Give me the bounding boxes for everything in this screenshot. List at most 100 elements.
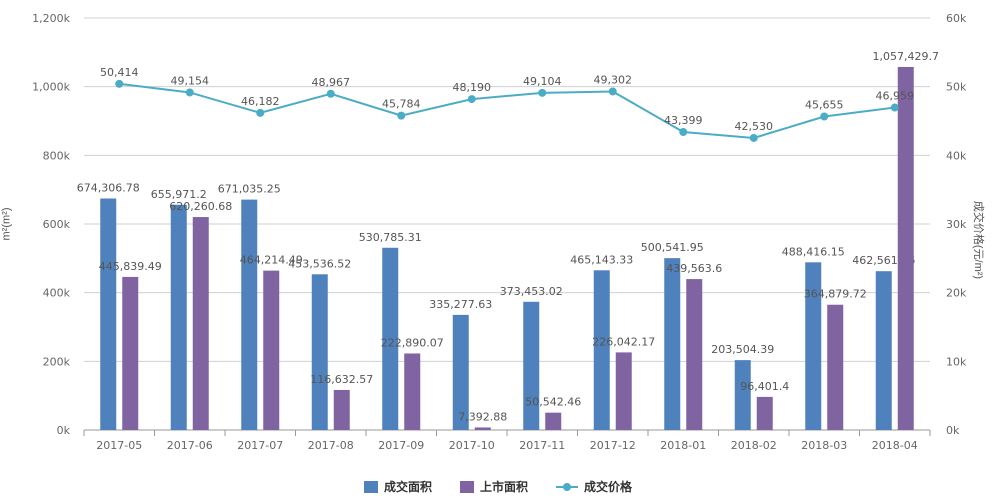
- bar-deal-area: [170, 204, 187, 430]
- y2-tick-label: 0k: [946, 424, 960, 437]
- data-label: 674,306.78: [77, 181, 140, 194]
- legend-swatch: [363, 480, 378, 493]
- bar-listed-area: [122, 276, 139, 430]
- data-label: 48,967: [312, 76, 351, 89]
- price-point: [538, 88, 547, 97]
- data-label: 335,277.63: [429, 298, 492, 311]
- price-point: [749, 133, 758, 142]
- data-label: 46,959: [876, 90, 915, 103]
- bar-listed-area: [827, 304, 844, 430]
- data-label: 445,839.49: [99, 260, 162, 273]
- bar-listed-area: [333, 389, 350, 430]
- price-point: [185, 88, 194, 97]
- data-label: 453,536.52: [288, 257, 351, 270]
- price-line: [119, 82, 895, 139]
- y-tick-label: 1,200k: [32, 12, 70, 25]
- legend-swatch: [459, 480, 474, 493]
- data-label: 500,541.95: [641, 241, 704, 254]
- legend: 成交面积 上市面积 成交价格: [0, 478, 996, 495]
- data-label: 42,530: [735, 120, 774, 133]
- y-tick-label: 800k: [43, 149, 71, 162]
- y2-tick-label: 40k: [946, 149, 967, 162]
- y-tick-label: 600k: [43, 218, 71, 231]
- data-label: 43,399: [664, 114, 703, 127]
- bar-listed-area: [263, 270, 280, 430]
- x-tick-label: 2017-05: [96, 439, 142, 452]
- legend-label: 上市面积: [479, 480, 528, 494]
- data-label: 50,542.46: [525, 396, 581, 409]
- y2-tick-label: 60k: [946, 12, 967, 25]
- data-label: 7,392.88: [458, 410, 507, 423]
- y2-axis-title: 成交价格(元/m²): [972, 200, 985, 280]
- data-label: 439,563.6: [666, 262, 722, 275]
- bar-deal-area: [734, 360, 751, 430]
- price-point: [608, 87, 617, 96]
- data-label: 671,035.25: [218, 183, 281, 196]
- bar-listed-area: [192, 217, 209, 430]
- data-label: 222,890.07: [381, 336, 444, 349]
- data-label: 464,214.49: [240, 254, 303, 267]
- bar-listed-area: [474, 427, 491, 430]
- legend-item-listed-area[interactable]: 上市面积: [459, 478, 528, 495]
- legend-item-deal-price[interactable]: 成交价格: [556, 478, 632, 495]
- legend-label: 成交面积: [383, 480, 432, 494]
- bar-deal-area: [311, 274, 328, 430]
- x-tick-label: 2018-02: [731, 439, 777, 452]
- price-point: [467, 95, 476, 104]
- price-point: [890, 103, 899, 112]
- x-tick-label: 2017-12: [590, 439, 636, 452]
- data-label: 49,154: [171, 74, 210, 87]
- y-tick-label: 0k: [57, 424, 71, 437]
- x-tick-label: 2018-01: [660, 439, 706, 452]
- price-point: [679, 127, 688, 136]
- bar-listed-area: [615, 352, 632, 430]
- data-label: 620,260.68: [169, 200, 232, 213]
- data-label: 45,655: [805, 99, 844, 112]
- y-axis-title: m²(m²): [0, 207, 13, 241]
- data-label: 226,042.17: [592, 335, 655, 348]
- data-label: 50,414: [100, 66, 139, 79]
- bar-deal-area: [241, 199, 258, 430]
- data-label: 203,504.39: [711, 343, 774, 356]
- y-tick-label: 400k: [43, 287, 71, 300]
- data-label: 116,632.57: [310, 373, 373, 386]
- bar-deal-area: [523, 301, 540, 430]
- bar-listed-area: [897, 66, 914, 431]
- data-label: 49,104: [523, 75, 562, 88]
- x-tick-label: 2017-09: [378, 439, 424, 452]
- bar-listed-area: [545, 412, 562, 430]
- y2-tick-label: 20k: [946, 287, 967, 300]
- data-label: 45,784: [382, 98, 421, 111]
- bar-deal-area: [805, 262, 822, 430]
- price-point: [820, 112, 829, 121]
- y2-tick-label: 10k: [946, 355, 967, 368]
- bar-listed-area: [686, 279, 703, 430]
- x-tick-label: 2017-10: [449, 439, 495, 452]
- bar-listed-area: [756, 396, 773, 430]
- bar-deal-area: [875, 271, 892, 430]
- y-tick-label: 200k: [43, 355, 71, 368]
- price-point: [326, 89, 335, 98]
- data-label: 373,453.02: [500, 285, 563, 298]
- combo-chart: 0k 0k 200k 10k 400k 20k 600k 30k 800k 40k 1,000k 50…: [32, 12, 967, 452]
- legend-label: 成交价格: [584, 480, 633, 494]
- data-label: 1,057,429.7: [873, 50, 939, 63]
- y-tick-label: 1,000k: [32, 81, 70, 94]
- y2-tick-label: 50k: [946, 81, 967, 94]
- x-tick-label: 2018-04: [872, 439, 918, 452]
- price-point: [115, 79, 124, 88]
- bar-deal-area: [593, 270, 610, 430]
- legend-item-deal-area[interactable]: 成交面积: [363, 478, 432, 495]
- bar-listed-area: [404, 353, 421, 430]
- bar-deal-area: [100, 198, 117, 430]
- data-label: 465,143.33: [570, 253, 633, 266]
- bar-deal-area: [664, 258, 681, 430]
- legend-swatch: [556, 481, 578, 493]
- y2-tick-label: 30k: [946, 218, 967, 231]
- data-label: 488,416.15: [782, 245, 845, 258]
- data-label: 48,190: [453, 81, 492, 94]
- data-label: 364,879.72: [804, 288, 867, 301]
- x-tick-label: 2017-07: [237, 439, 283, 452]
- x-tick-label: 2018-03: [801, 439, 847, 452]
- data-label: 530,785.31: [359, 231, 422, 244]
